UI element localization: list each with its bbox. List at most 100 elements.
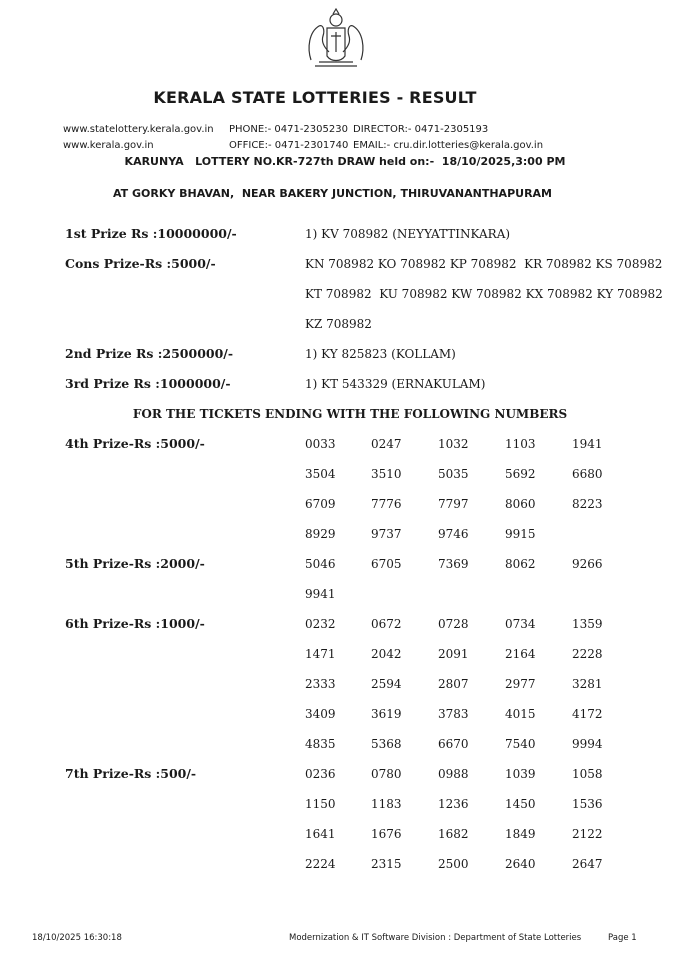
winning-number: 4835 — [305, 737, 336, 751]
winning-number: 0734 — [505, 617, 536, 631]
winning-number: 0236 — [305, 767, 336, 781]
winning-number: 8062 — [505, 557, 536, 571]
prize-row: 9941 — [0, 579, 675, 609]
winning-number: 1183 — [371, 797, 402, 811]
website-link[interactable]: www.kerala.gov.in — [63, 140, 154, 151]
prize-row: 3504 3510 5035 5692 6680 — [0, 459, 675, 489]
prize-row: 4835 5368 6670 7540 9994 — [0, 729, 675, 759]
winning-number: 7776 — [371, 497, 402, 511]
winning-number: 1849 — [505, 827, 536, 841]
prize-row: 1st Prize Rs :10000000/- 1) KV 708982 (NE… — [0, 219, 675, 249]
winning-number: 1150 — [305, 797, 336, 811]
prize-row: 8929 9737 9746 9915 — [0, 519, 675, 549]
office-number: OFFICE:- 0471-2301740 — [229, 140, 349, 151]
director-number: DIRECTOR:- 0471-2305193 — [353, 124, 489, 135]
winning-number: 0988 — [438, 767, 469, 781]
prize-label: 7th Prize-Rs :500/- — [65, 766, 197, 781]
results-section: 1st Prize Rs :10000000/- 1) KV 708982 (NE… — [0, 219, 675, 879]
winning-number: 7797 — [438, 497, 469, 511]
winning-number: 1103 — [505, 437, 536, 451]
winning-number: 2647 — [572, 857, 603, 871]
winning-number: 9746 — [438, 527, 469, 541]
winning-number: 3619 — [371, 707, 402, 721]
winning-number: 2164 — [505, 647, 536, 661]
winning-number: 2228 — [572, 647, 603, 661]
winning-number: 4172 — [572, 707, 603, 721]
phone-number: PHONE:- 0471-2305230 — [229, 124, 348, 135]
prize-row: 6709 7776 7797 8060 8223 — [0, 489, 675, 519]
prize-row: 1641 1676 1682 1849 2122 — [0, 819, 675, 849]
winning-number: 9737 — [371, 527, 402, 541]
winning-ticket: 1) KY 825823 (KOLLAM) — [305, 347, 456, 361]
winning-ticket: 1) KT 543329 (ERNAKULAM) — [305, 377, 486, 391]
winning-number: 6680 — [572, 467, 603, 481]
winning-number: 2122 — [572, 827, 603, 841]
prize-label: Cons Prize-Rs :5000/- — [65, 256, 216, 271]
winning-number: 2042 — [371, 647, 402, 661]
winning-number: 3504 — [305, 467, 336, 481]
prize-row: 2nd Prize Rs :2500000/- 1) KY 825823 (KOL… — [0, 339, 675, 369]
winning-number: 9941 — [305, 587, 336, 601]
prize-label: 4th Prize-Rs :5000/- — [65, 436, 205, 451]
prize-row: KZ 708982 — [0, 309, 675, 339]
section-heading: FOR THE TICKETS ENDING WITH THE FOLLOWIN… — [132, 407, 568, 421]
winning-number: 1676 — [371, 827, 402, 841]
winning-number: 1032 — [438, 437, 469, 451]
prize-label: 1st Prize Rs :10000000/- — [65, 226, 237, 241]
winning-number: 2315 — [371, 857, 402, 871]
footer-page-number: Page 1 — [608, 933, 637, 943]
winning-number: 9994 — [572, 737, 603, 751]
winning-ticket: KZ 708982 — [305, 317, 372, 331]
prize-row: 7th Prize-Rs :500/- 0236 0780 0988 1039 1058 — [0, 759, 675, 789]
winning-number: 7369 — [438, 557, 469, 571]
prize-row: 2333 2594 2807 2977 3281 — [0, 669, 675, 699]
winning-number: 8060 — [505, 497, 536, 511]
winning-number: 6709 — [305, 497, 336, 511]
winning-number: 7540 — [505, 737, 536, 751]
winning-number: 0728 — [438, 617, 469, 631]
website-link[interactable]: www.statelottery.kerala.gov.in — [63, 124, 214, 135]
winning-number: 2224 — [305, 857, 336, 871]
prize-row: 6th Prize-Rs :1000/- 0232 0672 0728 0734 1359 — [0, 609, 675, 639]
winning-number: 3281 — [572, 677, 603, 691]
winning-ticket: KN 708982 KO 708982 KP 708982 KR 708982 … — [305, 257, 663, 271]
winning-number: 1058 — [572, 767, 603, 781]
winning-number: 9915 — [505, 527, 536, 541]
winning-number: 2594 — [371, 677, 402, 691]
prize-row: 3rd Prize Rs :1000000/- 1) KT 543329 (ERN… — [0, 369, 675, 399]
winning-number: 2500 — [438, 857, 469, 871]
winning-number: 1236 — [438, 797, 469, 811]
footer-division: Modernization & IT Software Division : D… — [289, 933, 582, 943]
prize-row: KT 708982 KU 708982 KW 708982 KX 708982 … — [0, 279, 675, 309]
prize-label: 6th Prize-Rs :1000/- — [65, 616, 205, 631]
winning-number: 1450 — [505, 797, 536, 811]
prize-label: 2nd Prize Rs :2500000/- — [65, 346, 234, 361]
winning-number: 6705 — [371, 557, 402, 571]
winning-number: 4015 — [505, 707, 536, 721]
winning-number: 5368 — [371, 737, 402, 751]
winning-number: 0232 — [305, 617, 336, 631]
prize-row: 3409 3619 3783 4015 4172 — [0, 699, 675, 729]
winning-number: 5035 — [438, 467, 469, 481]
winning-number: 2640 — [505, 857, 536, 871]
kerala-emblem-logo — [308, 8, 364, 67]
email-address: EMAIL:- cru.dir.lotteries@kerala.gov.in — [353, 140, 544, 151]
winning-number: 2807 — [438, 677, 469, 691]
winning-ticket: KT 708982 KU 708982 KW 708982 KX 708982 … — [305, 287, 663, 301]
venue: AT GORKY BHAVAN, NEAR BAKERY JUNCTION, T… — [113, 187, 552, 200]
winning-number: 0033 — [305, 437, 336, 451]
prize-row: Cons Prize-Rs :5000/- KN 708982 KO 708982… — [0, 249, 675, 279]
prize-label: 3rd Prize Rs :1000000/- — [65, 376, 231, 391]
winning-number: 1641 — [305, 827, 336, 841]
winning-number: 2091 — [438, 647, 469, 661]
prize-label: 5th Prize-Rs :2000/- — [65, 556, 205, 571]
winning-number: 2333 — [305, 677, 336, 691]
winning-number: 2977 — [505, 677, 536, 691]
winning-number: 1039 — [505, 767, 536, 781]
footer-timestamp: 18/10/2025 16:30:18 — [32, 933, 122, 943]
winning-number: 3783 — [438, 707, 469, 721]
winning-number: 8223 — [572, 497, 603, 511]
winning-number: 1471 — [305, 647, 336, 661]
winning-number: 1682 — [438, 827, 469, 841]
draw-info: KARUNYA LOTTERY NO.KR-727th DRAW held on… — [124, 155, 566, 168]
